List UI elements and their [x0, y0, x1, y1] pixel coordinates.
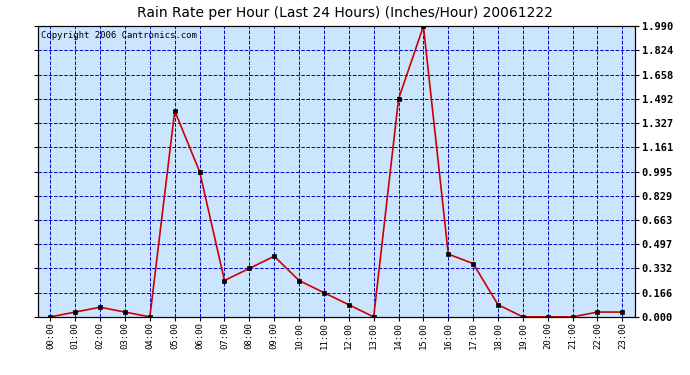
Text: Rain Rate per Hour (Last 24 Hours) (Inches/Hour) 20061222: Rain Rate per Hour (Last 24 Hours) (Inch… — [137, 6, 553, 20]
Text: Copyright 2006 Cantronics.com: Copyright 2006 Cantronics.com — [41, 31, 197, 40]
